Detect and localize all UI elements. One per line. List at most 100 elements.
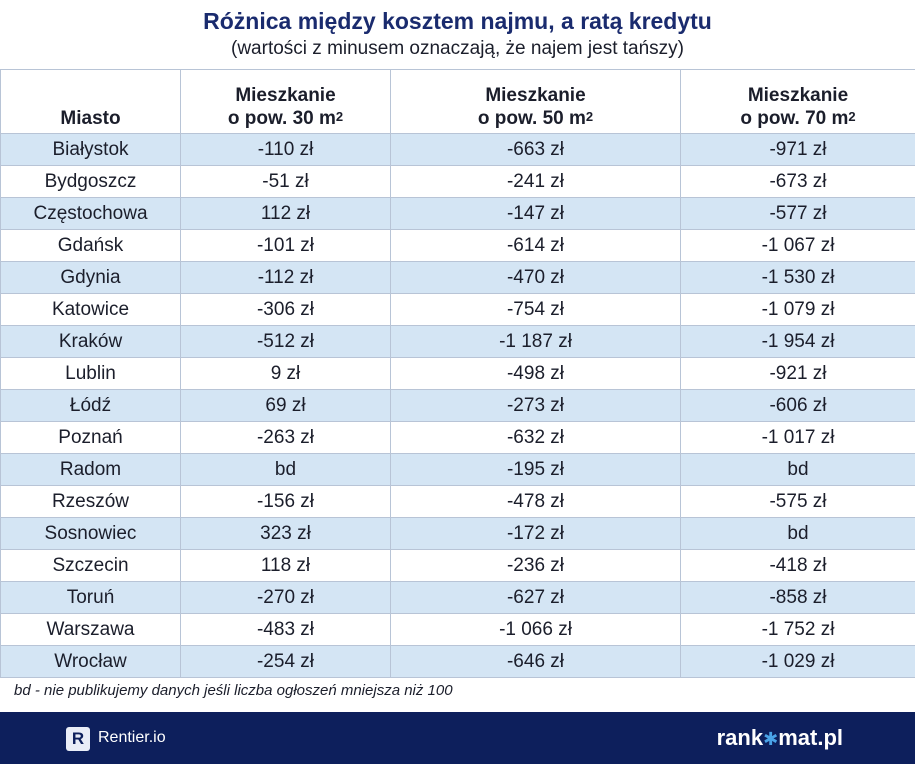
cell-70m2: -418 zł: [680, 549, 915, 582]
header-70m2-line2: o pow. 70 m: [740, 108, 849, 129]
cell-70m2: bd: [680, 517, 915, 550]
cell-city: Radom: [0, 453, 181, 486]
table-row: Sosnowiec 323 zł -172 zł bd: [0, 517, 915, 550]
table-body: Białystok -110 zł -663 zł -971 zł Bydgoszcz -…: [0, 133, 915, 678]
cell-50m2: -195 zł: [390, 453, 681, 486]
cell-30m2: -110 zł: [180, 133, 391, 166]
cell-city: Poznań: [0, 421, 181, 454]
cell-30m2: 9 zł: [180, 357, 391, 390]
cell-50m2: -663 zł: [390, 133, 681, 166]
cell-city: Kraków: [0, 325, 181, 358]
cell-50m2: -1 187 zł: [390, 325, 681, 358]
table-row: Bydgoszcz -51 zł -241 zł -673 zł: [0, 165, 915, 198]
table-header-row: Miasto Mieszkanie o pow. 30 m2 Mieszkani…: [0, 69, 915, 134]
header-70m2-line1: Mieszkanie: [747, 85, 849, 106]
table-row: Częstochowa 112 zł -147 zł -577 zł: [0, 197, 915, 230]
cell-70m2: -1 067 zł: [680, 229, 915, 262]
cell-70m2: bd: [680, 453, 915, 486]
cell-70m2: -575 zł: [680, 485, 915, 518]
rankomat-star-icon: ✱: [763, 729, 779, 749]
cell-50m2: -172 zł: [390, 517, 681, 550]
table-row: Rzeszów -156 zł -478 zł -575 zł: [0, 485, 915, 518]
cell-50m2: -1 066 zł: [390, 613, 681, 646]
table-row: Toruń -270 zł -627 zł -858 zł: [0, 581, 915, 614]
cell-city: Łódź: [0, 389, 181, 422]
cell-30m2: 112 zł: [180, 197, 391, 230]
cell-50m2: -478 zł: [390, 485, 681, 518]
table-row: Katowice -306 zł -754 zł -1 079 zł: [0, 293, 915, 326]
cell-30m2: -101 zł: [180, 229, 391, 262]
cell-30m2: -263 zł: [180, 421, 391, 454]
cell-50m2: -632 zł: [390, 421, 681, 454]
footnote: bd - nie publikujemy danych jeśli liczba…: [14, 682, 453, 699]
cell-city: Sosnowiec: [0, 517, 181, 550]
cell-city: Warszawa: [0, 613, 181, 646]
cell-30m2: 323 zł: [180, 517, 391, 550]
table-row: Wrocław -254 zł -646 zł -1 029 zł: [0, 645, 915, 678]
table-row: Radom bd -195 zł bd: [0, 453, 915, 486]
cell-city: Gdańsk: [0, 229, 181, 262]
chart-title: Różnica między kosztem najmu, a ratą kre…: [203, 8, 712, 34]
table-row: Kraków -512 zł -1 187 zł -1 954 zł: [0, 325, 915, 358]
cell-50m2: -236 zł: [390, 549, 681, 582]
cell-50m2: -754 zł: [390, 293, 681, 326]
cell-city: Szczecin: [0, 549, 181, 582]
header-30m2-line2: o pow. 30 m: [227, 108, 336, 129]
header-30m2-line1: Mieszkanie: [235, 85, 336, 106]
cell-30m2: -270 zł: [180, 581, 391, 614]
footer-bar: R Rentier.io rank✱mat.pl: [0, 712, 915, 764]
cell-city: Rzeszów: [0, 485, 181, 518]
header-50m2-sup: 2: [585, 109, 594, 124]
cell-city: Wrocław: [0, 645, 181, 678]
cell-70m2: -606 zł: [680, 389, 915, 422]
cell-30m2: -51 zł: [180, 165, 391, 198]
cell-city: Katowice: [0, 293, 181, 326]
cell-30m2: -306 zł: [180, 293, 391, 326]
cell-70m2: -858 zł: [680, 581, 915, 614]
header-city: Miasto: [0, 69, 181, 134]
header-50m2-line2: o pow. 50 m: [477, 108, 586, 129]
cell-30m2: bd: [180, 453, 391, 486]
chart-subtitle: (wartości z minusem oznaczają, że najem …: [231, 38, 684, 59]
cell-city: Częstochowa: [0, 197, 181, 230]
cell-70m2: -921 zł: [680, 357, 915, 390]
cell-70m2: -1 530 zł: [680, 261, 915, 294]
cell-30m2: -483 zł: [180, 613, 391, 646]
cell-50m2: -273 zł: [390, 389, 681, 422]
table-row: Gdańsk -101 zł -614 zł -1 067 zł: [0, 229, 915, 262]
cell-50m2: -646 zł: [390, 645, 681, 678]
table-row: Białystok -110 zł -663 zł -971 zł: [0, 133, 915, 166]
cell-70m2: -971 zł: [680, 133, 915, 166]
cell-30m2: 118 zł: [180, 549, 391, 582]
data-table-container: Miasto Mieszkanie o pow. 30 m2 Mieszkani…: [0, 69, 915, 678]
cell-70m2: -673 zł: [680, 165, 915, 198]
cell-70m2: -577 zł: [680, 197, 915, 230]
cell-50m2: -614 zł: [390, 229, 681, 262]
data-table: Miasto Mieszkanie o pow. 30 m2 Mieszkani…: [0, 69, 915, 678]
header-70m2-sup: 2: [848, 109, 856, 124]
cell-50m2: -627 zł: [390, 581, 681, 614]
cell-city: Białystok: [0, 133, 181, 166]
cell-30m2: 69 zł: [180, 389, 391, 422]
cell-city: Bydgoszcz: [0, 165, 181, 198]
table-row: Łódź 69 zł -273 zł -606 zł: [0, 389, 915, 422]
cell-city: Gdynia: [0, 261, 181, 294]
rentier-logo-text: Rentier.io: [98, 729, 166, 746]
cell-30m2: -156 zł: [180, 485, 391, 518]
header-30m2: Mieszkanie o pow. 30 m2: [180, 69, 391, 134]
header-50m2: Mieszkanie o pow. 50 m2: [390, 69, 681, 134]
header-30m2-sup: 2: [335, 109, 344, 124]
rankomat-logo-part2: mat.pl: [778, 725, 843, 750]
cell-70m2: -1 079 zł: [680, 293, 915, 326]
cell-30m2: -512 zł: [180, 325, 391, 358]
cell-50m2: -147 zł: [390, 197, 681, 230]
cell-city: Toruń: [0, 581, 181, 614]
cell-50m2: -498 zł: [390, 357, 681, 390]
cell-50m2: -241 zł: [390, 165, 681, 198]
cell-50m2: -470 zł: [390, 261, 681, 294]
table-row: Szczecin 118 zł -236 zł -418 zł: [0, 549, 915, 582]
cell-70m2: -1 029 zł: [680, 645, 915, 678]
table-row: Warszawa -483 zł -1 066 zł -1 752 zł: [0, 613, 915, 646]
header-50m2-line1: Mieszkanie: [485, 85, 586, 106]
table-row: Poznań -263 zł -632 zł -1 017 zł: [0, 421, 915, 454]
